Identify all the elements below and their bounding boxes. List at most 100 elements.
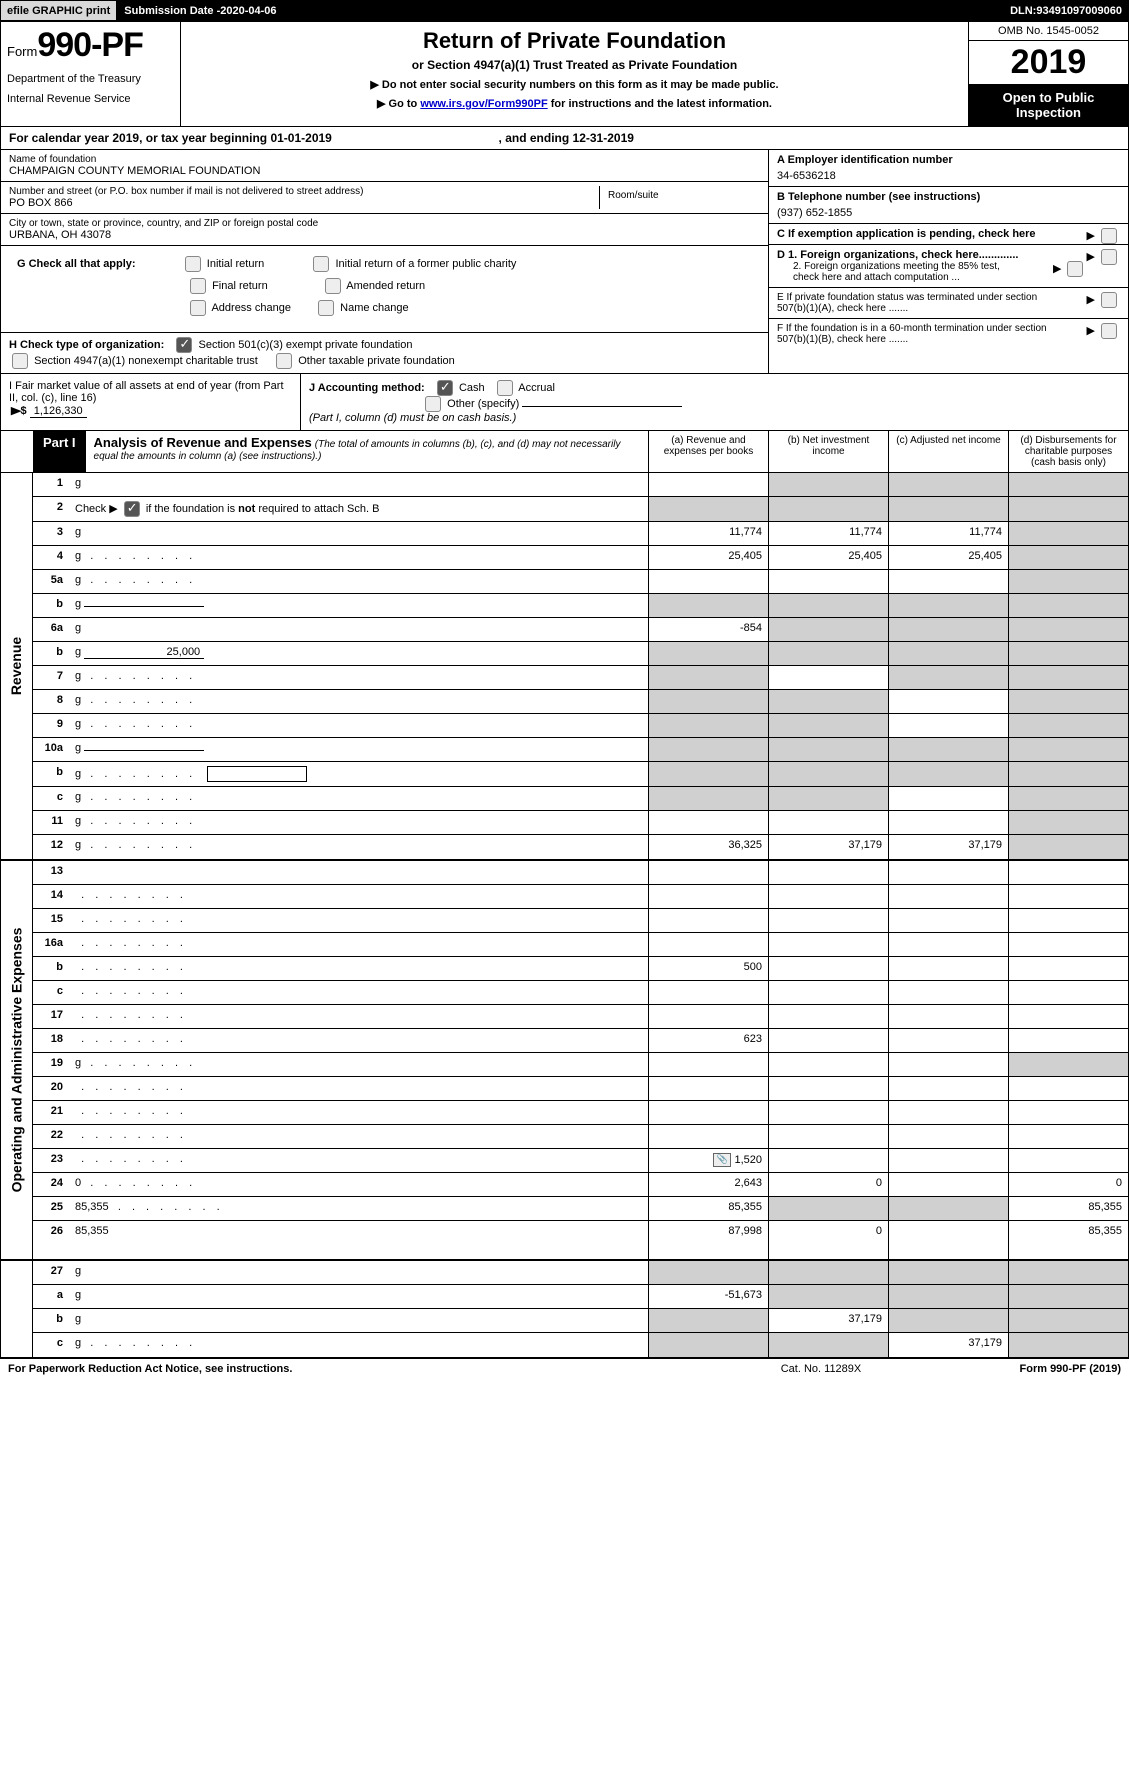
- amount-cell: 0: [1008, 1173, 1128, 1196]
- line-desc: . . . . . . . .: [69, 885, 648, 908]
- initial-former-checkbox[interactable]: [313, 256, 329, 272]
- table-row: bg 25,000: [33, 642, 1128, 666]
- 501c3-checkbox[interactable]: [176, 337, 192, 353]
- amount-cell: [648, 762, 768, 786]
- amount-cell: [768, 885, 888, 908]
- city-value: URBANA, OH 43078: [9, 229, 760, 241]
- amount-cell: [648, 1053, 768, 1076]
- j-label: J Accounting method:: [309, 382, 425, 394]
- cash-checkbox[interactable]: [437, 380, 453, 396]
- amount-cell: [768, 570, 888, 593]
- line-number: 24: [33, 1173, 69, 1196]
- other-taxable-checkbox[interactable]: [276, 353, 292, 369]
- line-desc: g: [69, 1261, 648, 1284]
- line-desc: g . . . . . . . .: [69, 714, 648, 737]
- line-desc: g: [69, 738, 648, 761]
- foreign-85-checkbox[interactable]: [1067, 261, 1083, 277]
- amount-cell: -51,673: [648, 1285, 768, 1308]
- amount-cell: [768, 1261, 888, 1284]
- amount-cell: [888, 1149, 1008, 1172]
- amended-return-checkbox[interactable]: [325, 278, 341, 294]
- initial-return-checkbox[interactable]: [185, 256, 201, 272]
- amount-cell: [648, 1077, 768, 1100]
- open-to-public: Open to Public Inspection: [969, 84, 1128, 126]
- amount-cell: [768, 787, 888, 810]
- table-row: 5ag . . . . . . . .: [33, 570, 1128, 594]
- amount-cell: [768, 1005, 888, 1028]
- accrual-checkbox[interactable]: [497, 380, 513, 396]
- amount-cell: [1008, 885, 1128, 908]
- amount-cell: [888, 981, 1008, 1004]
- sch-b-checkbox[interactable]: [124, 501, 140, 517]
- terminated-checkbox[interactable]: [1101, 292, 1117, 308]
- amount-cell: [1008, 1029, 1128, 1052]
- amount-cell: [768, 981, 888, 1004]
- part1-tag: Part I: [33, 431, 86, 472]
- amount-cell: [768, 933, 888, 956]
- amount-cell: [888, 642, 1008, 665]
- amount-cell: [648, 642, 768, 665]
- address-change-checkbox[interactable]: [190, 300, 206, 316]
- amount-cell: [768, 473, 888, 496]
- amount-cell: [888, 1309, 1008, 1332]
- foreign-org-checkbox[interactable]: [1101, 249, 1117, 265]
- hij-block: I Fair market value of all assets at end…: [0, 374, 1129, 431]
- amount-cell: 📎 1,520: [648, 1149, 768, 1172]
- amount-cell: [768, 1101, 888, 1124]
- amount-cell: [1008, 690, 1128, 713]
- exemption-pending-checkbox[interactable]: [1101, 228, 1117, 244]
- amount-cell: [768, 666, 888, 689]
- line-number: 9: [33, 714, 69, 737]
- efile-button[interactable]: efile GRAPHIC print: [0, 0, 117, 21]
- amount-cell: [648, 1309, 768, 1332]
- table-row: 7g . . . . . . . .: [33, 666, 1128, 690]
- amount-cell: 25,405: [768, 546, 888, 569]
- 4947-checkbox[interactable]: [12, 353, 28, 369]
- tax-year: 2019: [969, 41, 1128, 84]
- part1-title: Analysis of Revenue and Expenses: [94, 435, 312, 450]
- amount-cell: [1008, 1053, 1128, 1076]
- amount-cell: [1008, 473, 1128, 496]
- line-desc: g . . . . . . . .: [69, 1333, 648, 1357]
- irs-link[interactable]: www.irs.gov/Form990PF: [420, 98, 547, 110]
- line-number: 16a: [33, 933, 69, 956]
- table-row: 2585,355 . . . . . . . .85,35585,355: [33, 1197, 1128, 1221]
- name-label: Name of foundation: [9, 154, 760, 165]
- amount-cell: [648, 497, 768, 521]
- table-row: 6ag-854: [33, 618, 1128, 642]
- amount-cell: [648, 714, 768, 737]
- amount-cell: [648, 1005, 768, 1028]
- 60month-checkbox[interactable]: [1101, 323, 1117, 339]
- room-label: Room/suite: [608, 190, 752, 201]
- amount-cell: [1008, 546, 1128, 569]
- line-number: 10a: [33, 738, 69, 761]
- line-number: 20: [33, 1077, 69, 1100]
- amount-cell: [888, 762, 1008, 786]
- amount-cell: [648, 738, 768, 761]
- revenue-side-label: Revenue: [1, 473, 33, 859]
- table-row: 1g: [33, 473, 1128, 497]
- table-row: c . . . . . . . .: [33, 981, 1128, 1005]
- attachment-icon[interactable]: 📎: [713, 1153, 731, 1167]
- amount-cell: 2,643: [648, 1173, 768, 1196]
- irs-label: Internal Revenue Service: [7, 93, 174, 105]
- amount-cell: [768, 690, 888, 713]
- top-bar: efile GRAPHIC print Submission Date - 20…: [0, 0, 1129, 22]
- final-return-checkbox[interactable]: [190, 278, 206, 294]
- other-method-checkbox[interactable]: [425, 396, 441, 412]
- amount-cell: [648, 811, 768, 834]
- line-desc: . . . . . . . .: [69, 981, 648, 1004]
- line-number: 8: [33, 690, 69, 713]
- line-desc: . . . . . . . .: [69, 1101, 648, 1124]
- amount-cell: 25,405: [888, 546, 1008, 569]
- amount-cell: [888, 1197, 1008, 1220]
- amount-cell: [1008, 1285, 1128, 1308]
- line-desc: . . . . . . . .: [69, 1005, 648, 1028]
- amount-cell: [648, 885, 768, 908]
- amount-cell: [1008, 522, 1128, 545]
- city-label: City or town, state or province, country…: [9, 218, 760, 229]
- amount-cell: [888, 1077, 1008, 1100]
- amount-cell: [888, 1029, 1008, 1052]
- name-change-checkbox[interactable]: [318, 300, 334, 316]
- info-block: Name of foundation CHAMPAIGN COUNTY MEMO…: [0, 150, 1129, 374]
